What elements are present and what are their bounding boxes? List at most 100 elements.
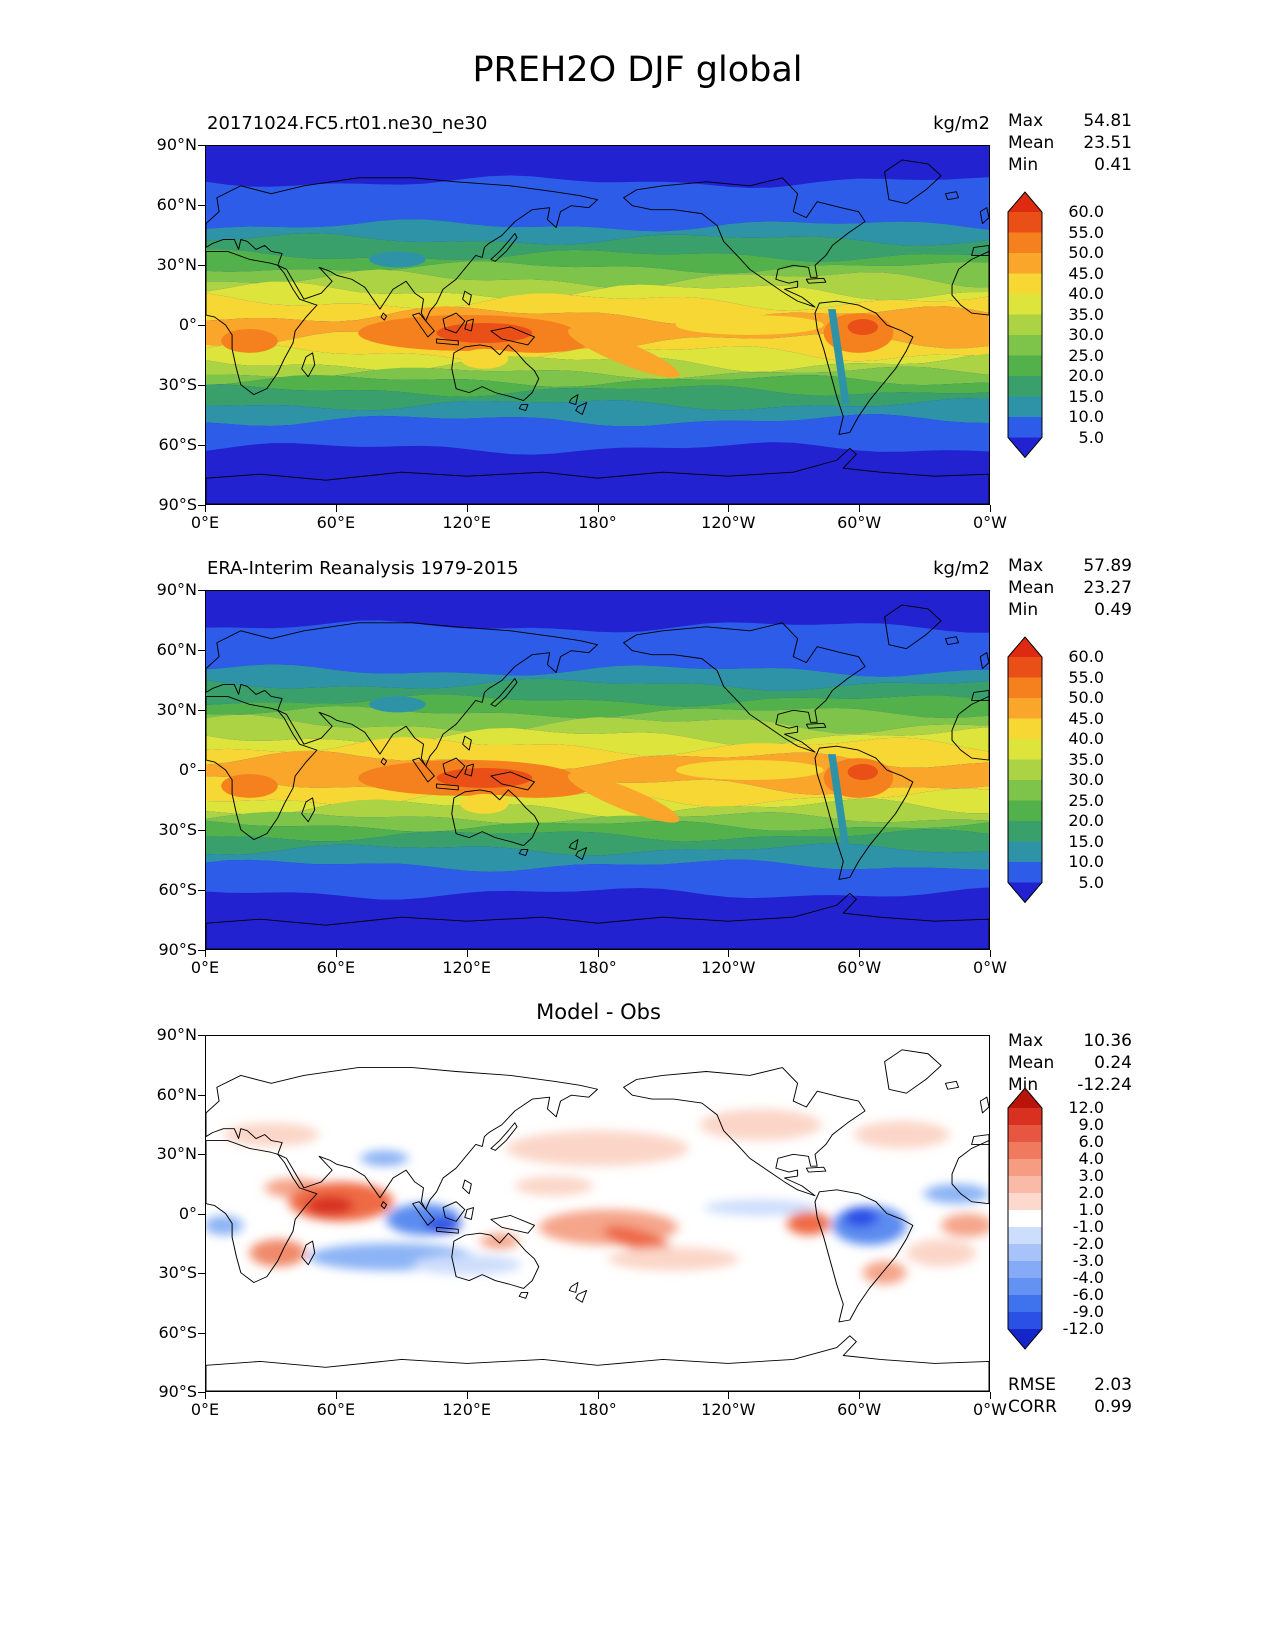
colorbar-tick-label: 40.0 [1068, 729, 1104, 748]
stat-row-min: Min 0.49 [1008, 599, 1132, 621]
x-tick-mark [335, 1392, 337, 1399]
y-tick-label: 30°N [156, 255, 197, 274]
y-tick-label: 60°N [156, 1084, 197, 1104]
stat-label-max: Max [1008, 556, 1044, 576]
map-obs [205, 590, 990, 950]
map-diff [205, 1035, 990, 1392]
stat-label-mean: Mean [1008, 578, 1055, 598]
x-tick-label: 60°E [316, 513, 356, 532]
colorbar-tick-label: 1.0 [1078, 1200, 1104, 1219]
x-tick-label: 180° [578, 513, 617, 532]
stat-label-min: Min [1008, 600, 1039, 620]
y-tick-mark [198, 590, 205, 591]
y-tick-mark [198, 1154, 205, 1155]
y-tick-mark [198, 1035, 205, 1036]
y-tick-label: 90°S [158, 940, 197, 959]
y-tick-label: 60°N [156, 640, 197, 659]
panel-obs-title: ERA-Interim Reanalysis 1979-2015 [207, 558, 519, 579]
y-tick-mark [198, 385, 205, 386]
y-tick-mark [198, 145, 205, 146]
x-tick-mark [335, 505, 337, 512]
stat-label-min: Min [1008, 1075, 1039, 1095]
y-tick-label: 30°S [158, 375, 197, 394]
colorbar-tick-label: -6.0 [1072, 1285, 1104, 1304]
colorbar-model [1007, 191, 1043, 459]
panel-diff-title: Model - Obs [536, 1000, 661, 1024]
y-tick-label: 0° [178, 315, 197, 334]
stat-value-min: 0.49 [1094, 600, 1132, 620]
y-tick-label: 60°N [156, 195, 197, 214]
colorbar-tick-label: -1.0 [1072, 1217, 1104, 1236]
x-tick-mark [597, 950, 599, 957]
x-tick-label: 0°W [973, 958, 1007, 977]
y-tick-mark [198, 710, 205, 711]
y-tick-mark [198, 445, 205, 446]
stat-label-mean: Mean [1008, 1053, 1055, 1073]
stat-row-min: Min -12.24 [1008, 1074, 1132, 1096]
x-tick-label: 0°E [190, 513, 220, 532]
y-tick-label: 0° [178, 760, 197, 779]
y-tick-label: 60°S [158, 880, 197, 899]
x-tick-mark [466, 1392, 468, 1399]
x-tick-label: 60°E [316, 958, 356, 977]
y-tick-label: 0° [178, 1203, 197, 1223]
x-tick-label: 0°W [973, 513, 1007, 532]
colorbar-tick-label: 10.0 [1068, 407, 1104, 426]
y-tick-label: 30°S [158, 1263, 197, 1282]
colorbar-tick-label: 55.0 [1068, 222, 1104, 242]
colorbar-tick-label: 2.0 [1078, 1183, 1104, 1202]
stat-value-rmse: 2.03 [1094, 1375, 1132, 1395]
y-tick-mark [198, 325, 205, 326]
colorbar-tick-label: 45.0 [1068, 708, 1104, 728]
y-tick-mark [198, 505, 205, 506]
x-tick-mark [466, 950, 468, 957]
panel-diff-stats: Max 10.36 Mean 0.24 Min -12.24 [1008, 1030, 1132, 1096]
colorbar-tick-label: 50.0 [1068, 688, 1104, 707]
y-tick-label: 90°S [158, 495, 197, 514]
panel-model-title: 20171024.FC5.rt01.ne30_ne30 [207, 113, 488, 134]
stat-row-mean: Mean 23.51 [1008, 132, 1132, 154]
y-tick-mark [198, 770, 205, 771]
colorbar-tick-label: 60.0 [1068, 647, 1104, 666]
coastlines [206, 159, 989, 504]
colorbar-tick-label: 30.0 [1068, 325, 1104, 344]
stat-row-rmse: RMSE 2.03 [1008, 1374, 1132, 1396]
stat-value-min: -12.24 [1077, 1075, 1132, 1095]
panel-obs-stats: Max 57.89 Mean 23.27 Min 0.49 [1008, 555, 1132, 621]
y-tick-mark [198, 650, 205, 651]
y-tick-label: 90°S [158, 1382, 197, 1401]
stat-value-mean: 0.24 [1094, 1053, 1132, 1073]
y-tick-label: 30°S [158, 820, 197, 839]
stat-row-mean: Mean 23.27 [1008, 577, 1132, 599]
colorbar-tick-label: 5.0 [1078, 872, 1104, 892]
colorbar-tick-label: 50.0 [1068, 243, 1104, 262]
panel-model-stats: Max 54.81 Mean 23.51 Min 0.41 [1008, 110, 1132, 176]
colorbar-tick-label: 15.0 [1068, 386, 1104, 406]
colorbar-tick-label: 35.0 [1068, 304, 1104, 324]
coastlines [206, 1049, 989, 1391]
colorbar-tick-label: -12.0 [1062, 1319, 1104, 1338]
x-tick-label: 180° [578, 1400, 617, 1419]
x-tick-label: 60°W [837, 513, 882, 532]
stat-value-max: 10.36 [1083, 1031, 1132, 1051]
stat-row-max: Max 54.81 [1008, 110, 1132, 132]
x-tick-mark [335, 950, 337, 957]
x-tick-label: 120°W [701, 1400, 756, 1419]
y-tick-mark [198, 830, 205, 831]
x-tick-label: 120°W [701, 958, 756, 977]
panel-obs-units-label: kg/m2 [933, 558, 990, 579]
stat-value-mean: 23.51 [1083, 133, 1132, 153]
colorbar-obs [1007, 636, 1043, 904]
colorbar-tick-label: 15.0 [1068, 831, 1104, 851]
x-tick-label: 120°E [442, 513, 491, 532]
colorbar-tick-label: 9.0 [1078, 1115, 1104, 1134]
colorbar-tick-label: 25.0 [1068, 790, 1104, 810]
colorbar-tick-label: -4.0 [1072, 1268, 1104, 1287]
x-tick-mark [205, 505, 206, 512]
colorbar-tick-label: 3.0 [1078, 1166, 1104, 1185]
x-tick-label: 60°W [837, 958, 882, 977]
x-tick-mark [859, 1392, 861, 1399]
colorbar-tick-label: 4.0 [1078, 1149, 1104, 1168]
colorbar-tick-label: 10.0 [1068, 852, 1104, 871]
